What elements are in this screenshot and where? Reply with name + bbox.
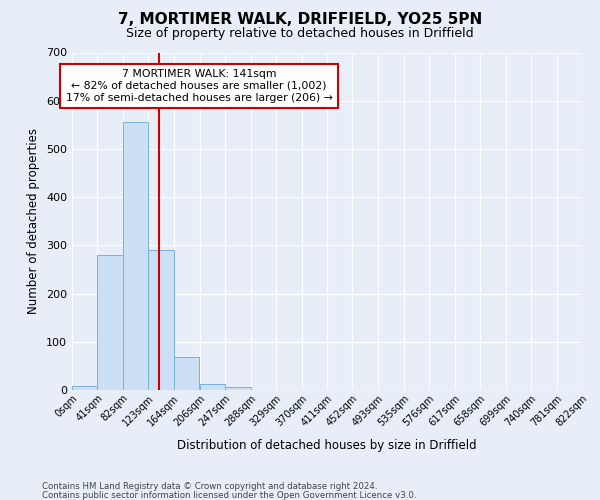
X-axis label: Distribution of detached houses by size in Driffield: Distribution of detached houses by size …: [177, 439, 477, 452]
Text: Contains HM Land Registry data © Crown copyright and database right 2024.: Contains HM Land Registry data © Crown c…: [42, 482, 377, 491]
Bar: [97, 255, 123, 390]
Y-axis label: Number of detached properties: Number of detached properties: [28, 128, 40, 314]
Text: 7 MORTIMER WALK: 141sqm
← 82% of detached houses are smaller (1,002)
17% of semi: 7 MORTIMER WALK: 141sqm ← 82% of detache…: [66, 70, 332, 102]
Bar: [225, 387, 251, 390]
Bar: [174, 357, 199, 390]
Bar: [148, 250, 174, 390]
Bar: [200, 384, 225, 390]
Bar: [72, 386, 97, 390]
Text: 7, MORTIMER WALK, DRIFFIELD, YO25 5PN: 7, MORTIMER WALK, DRIFFIELD, YO25 5PN: [118, 12, 482, 28]
Text: Contains public sector information licensed under the Open Government Licence v3: Contains public sector information licen…: [42, 490, 416, 500]
Bar: [123, 122, 148, 390]
Text: Size of property relative to detached houses in Driffield: Size of property relative to detached ho…: [126, 28, 474, 40]
